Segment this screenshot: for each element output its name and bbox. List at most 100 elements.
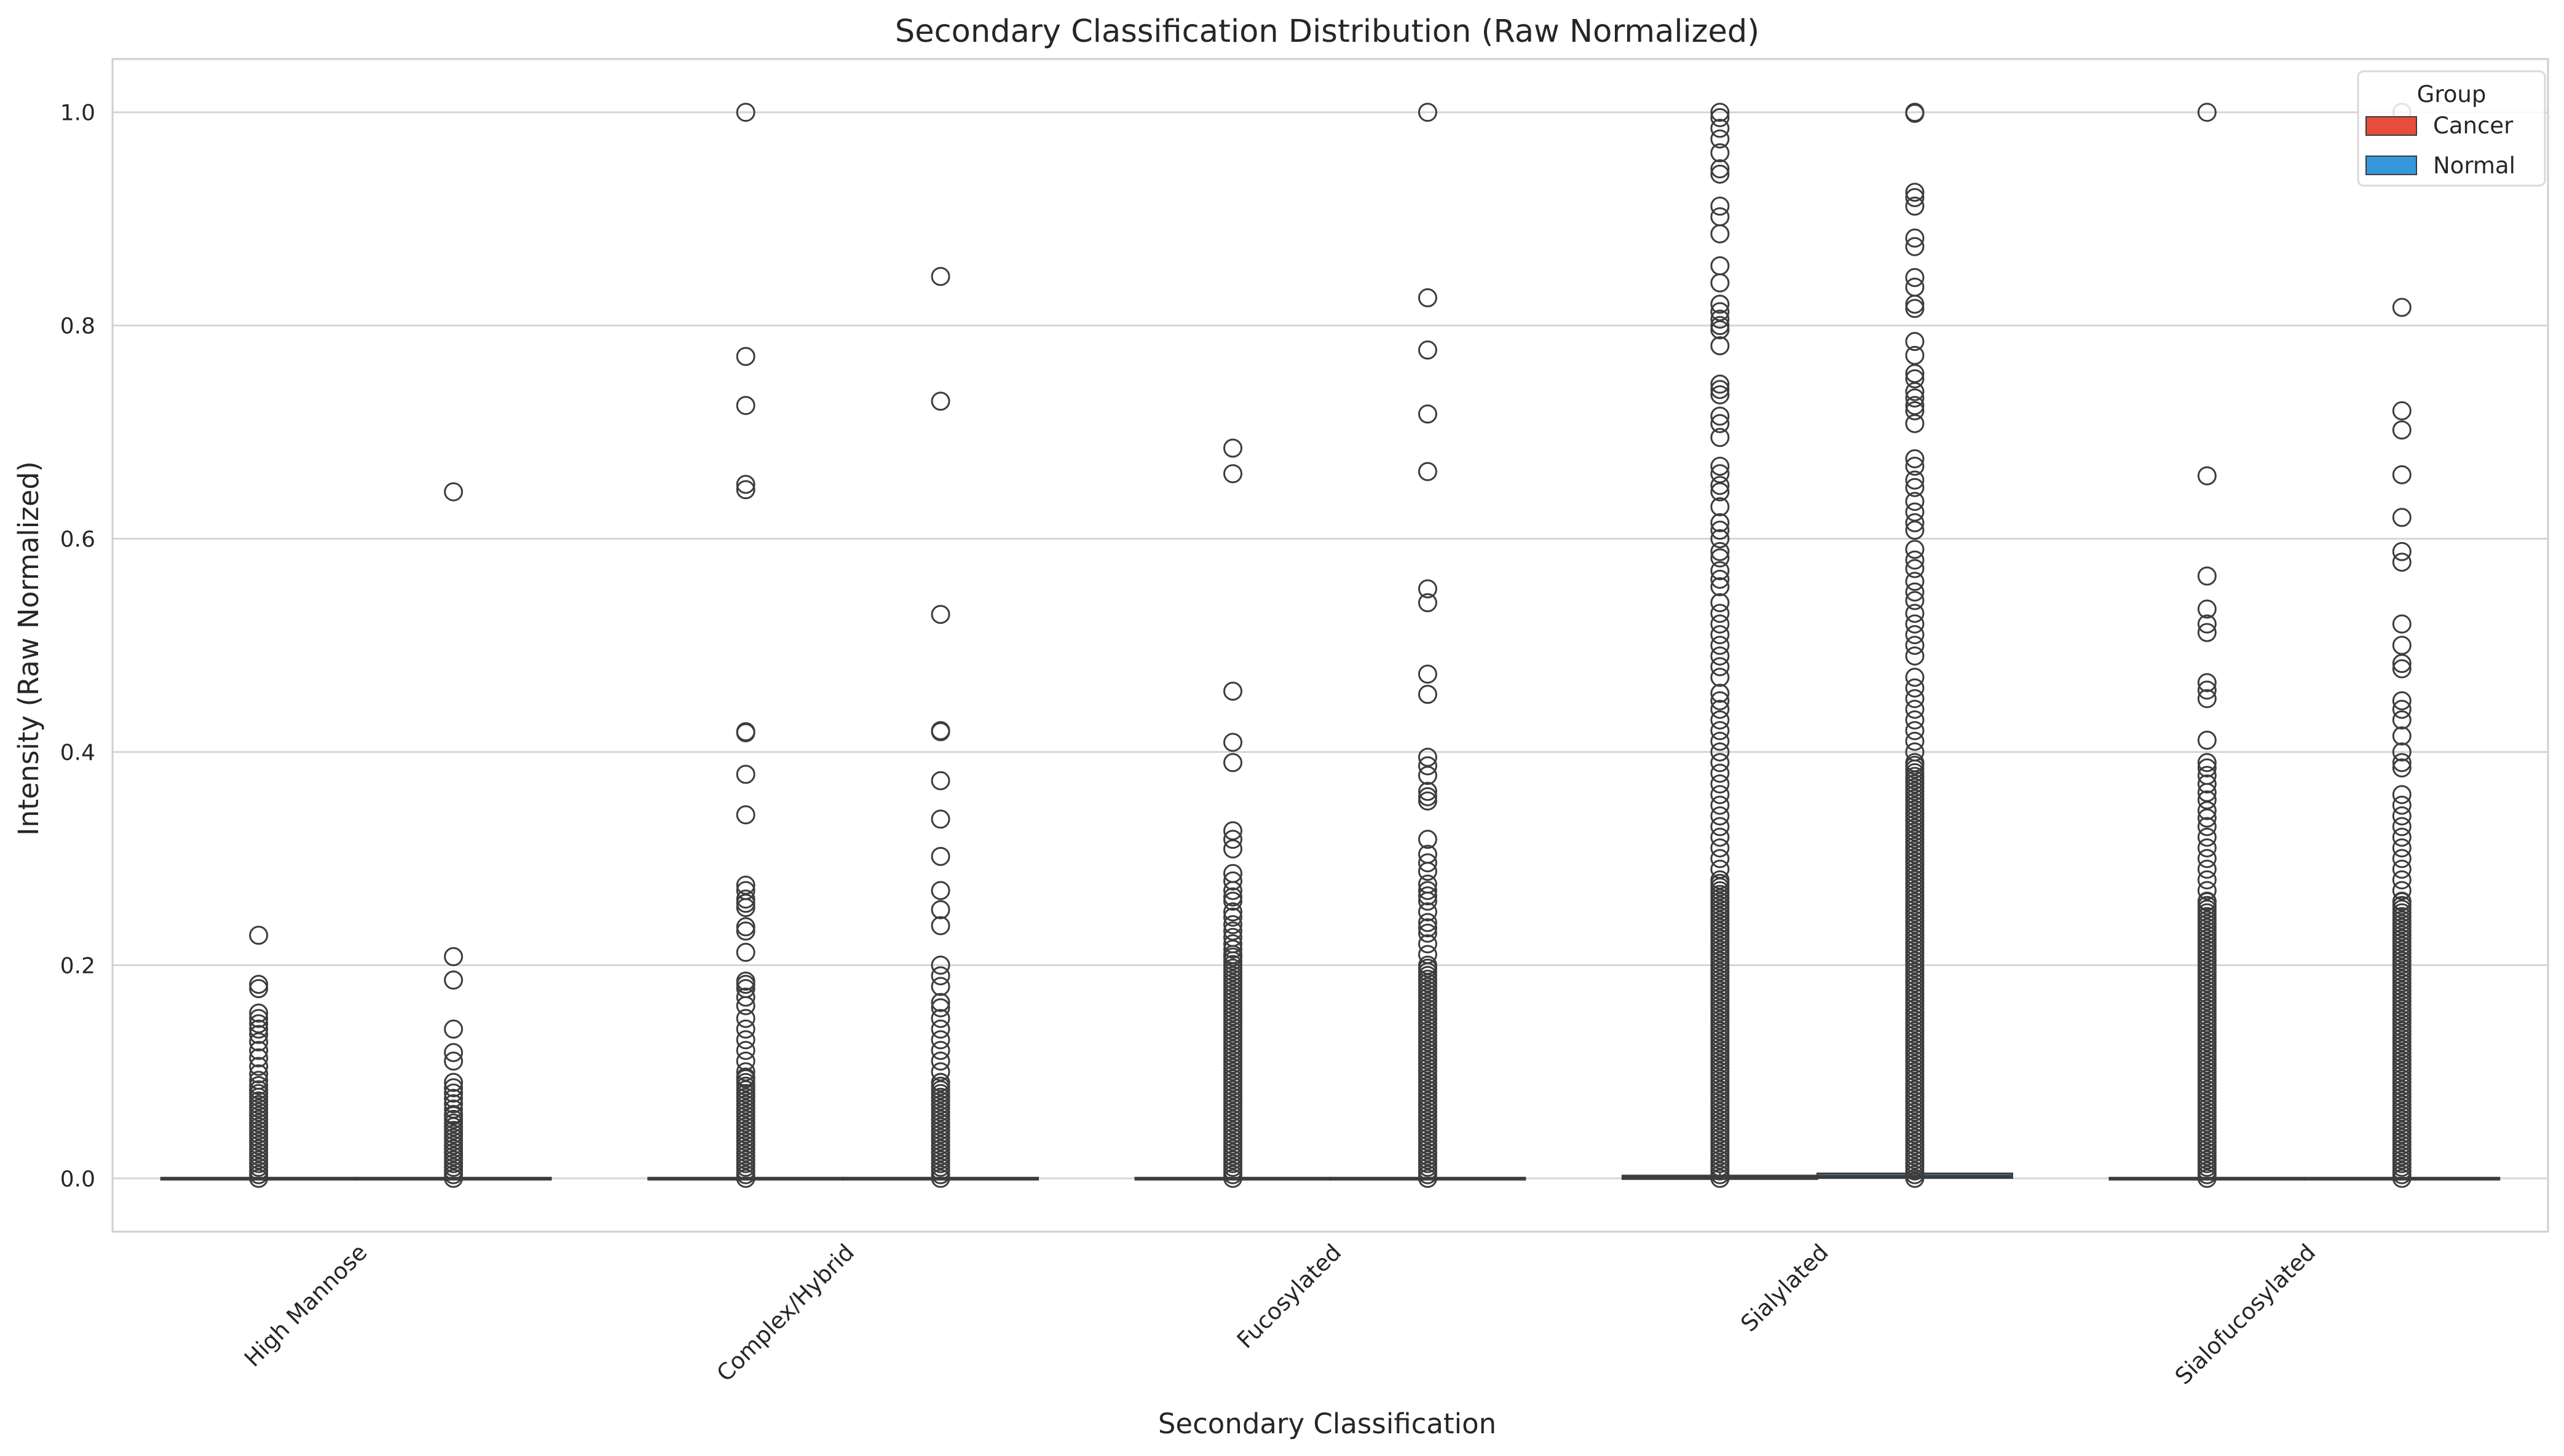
outlier-marker	[1710, 320, 1730, 340]
outlier-marker	[1710, 521, 1730, 540]
outlier-marker	[2392, 508, 2412, 527]
outlier-marker	[1710, 774, 1730, 793]
outlier-marker	[2197, 599, 2217, 619]
outlier-marker	[1710, 119, 1730, 138]
outlier-marker	[931, 998, 950, 1018]
outlier-marker	[1710, 561, 1730, 581]
outlier-marker	[931, 993, 950, 1012]
outlier-marker	[1418, 955, 1437, 975]
outlier-marker	[931, 809, 950, 829]
outlier-marker	[1418, 881, 1437, 900]
outlier-marker	[2197, 827, 2217, 847]
outlier-marker	[249, 1003, 269, 1023]
outlier-marker	[444, 482, 463, 502]
outlier-marker	[1710, 414, 1730, 433]
outlier-marker	[444, 946, 463, 966]
outlier-marker	[1710, 569, 1730, 589]
box-group	[1621, 103, 1818, 1188]
outlier-marker	[736, 480, 755, 500]
plot-data	[160, 103, 2501, 1188]
outlier-marker	[736, 396, 755, 415]
outlier-marker	[444, 1094, 463, 1114]
outlier-marker	[1418, 404, 1437, 424]
outlier-marker	[444, 1051, 463, 1071]
outlier-marker	[1710, 636, 1730, 655]
outlier-marker	[931, 1030, 950, 1050]
outlier-marker	[1223, 907, 1243, 927]
outlier-marker	[2392, 742, 2412, 761]
outlier-marker	[249, 1032, 269, 1052]
outlier-marker	[1905, 636, 1925, 655]
outlier-marker	[1418, 766, 1437, 785]
outlier-marker	[736, 943, 755, 962]
outlier-marker	[1905, 401, 1925, 420]
outlier-marker	[1905, 103, 1925, 123]
outlier-marker	[931, 771, 950, 790]
outlier-marker	[736, 1030, 755, 1050]
outlier-marker	[1710, 541, 1730, 561]
outlier-marker	[2392, 881, 2412, 900]
outlier-marker	[1223, 753, 1243, 773]
outlier-marker	[2392, 710, 2412, 730]
outlier-marker	[1905, 196, 1925, 216]
outlier-marker	[249, 1009, 269, 1028]
outlier-marker	[2392, 838, 2412, 858]
outlier-marker	[249, 1071, 269, 1090]
outlier-marker	[931, 900, 950, 919]
outlier-marker	[736, 1067, 755, 1087]
outlier-marker	[1905, 449, 1925, 468]
outlier-marker	[2197, 774, 2217, 793]
outlier-marker	[1710, 657, 1730, 677]
outlier-marker	[444, 1019, 463, 1039]
outlier-marker	[1710, 406, 1730, 426]
outlier-marker	[1223, 887, 1243, 907]
outlier-marker	[1418, 103, 1437, 122]
outlier-marker	[2197, 623, 2217, 642]
outlier-marker	[249, 1057, 269, 1076]
outlier-marker	[1905, 614, 1925, 634]
outlier-marker	[1905, 559, 1925, 578]
outlier-marker	[2392, 806, 2412, 826]
outlier-marker	[1418, 934, 1437, 954]
outlier-marker	[2197, 817, 2217, 836]
outlier-marker	[2392, 699, 2412, 719]
outlier-marker	[2392, 817, 2412, 836]
outlier-marker	[1710, 374, 1730, 394]
box-group	[842, 267, 1039, 1188]
outlier-marker	[249, 926, 269, 945]
outlier-marker	[1905, 742, 1925, 761]
y-tick-label: 0.2	[60, 953, 95, 978]
outlier-marker	[2197, 881, 2217, 900]
y-tick-labels: 0.0 0.2 0.4 0.6 0.8 1.0	[60, 101, 95, 1192]
outlier-marker	[1710, 476, 1730, 495]
outlier-marker	[1418, 685, 1437, 704]
outlier-marker	[1223, 830, 1243, 849]
outlier-marker	[931, 267, 950, 286]
outlier-marker	[1223, 939, 1243, 959]
outlier-marker	[736, 917, 755, 937]
outlier-marker	[1905, 492, 1925, 511]
box-group	[355, 482, 552, 1188]
box-group	[647, 103, 845, 1188]
outlier-marker	[1710, 164, 1730, 184]
outlier-marker	[1905, 388, 1925, 408]
outlier-marker	[736, 975, 755, 994]
outlier-marker	[1710, 614, 1730, 634]
outlier-marker	[736, 347, 755, 366]
outlier-marker	[1418, 886, 1437, 906]
outlier-marker	[1710, 795, 1730, 815]
outlier-marker	[736, 103, 755, 122]
outlier-marker	[931, 977, 950, 996]
outlier-marker	[1418, 862, 1437, 881]
outlier-marker	[2392, 795, 2412, 815]
outlier-marker	[1710, 683, 1730, 703]
outlier-marker	[931, 1051, 950, 1071]
outlier-marker	[2392, 827, 2412, 847]
outlier-marker	[1905, 183, 1925, 202]
outlier-marker	[1418, 756, 1437, 776]
outlier-marker	[2197, 870, 2217, 890]
legend-swatch-normal	[2365, 155, 2417, 175]
outlier-marker	[249, 1064, 269, 1084]
x-axis-title: Secondary Classification	[1158, 1407, 1496, 1440]
outlier-marker	[1223, 934, 1243, 954]
